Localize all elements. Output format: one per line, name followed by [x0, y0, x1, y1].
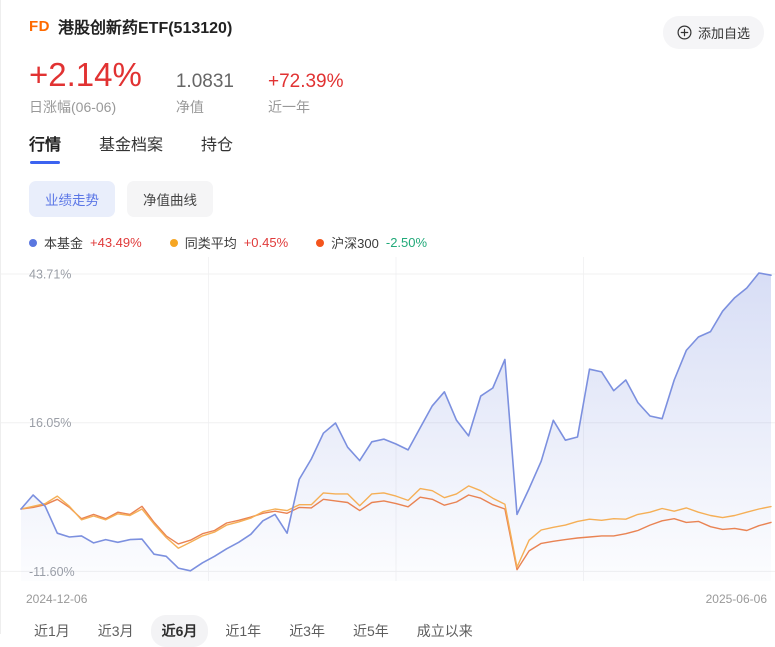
range-selector: 近1月 近3月 近6月 近1年 近3年 近5年 成立以来 [1, 606, 774, 647]
legend-name: 沪深300 [331, 236, 379, 251]
tab-1[interactable]: 基金档案 [99, 137, 164, 154]
chart-toggle-0[interactable]: 业绩走势 [29, 181, 115, 217]
daily-change-value: +2.14% [29, 56, 142, 93]
start-date-label: 2024-12-06 [26, 592, 88, 606]
fd-logo: FD [29, 17, 50, 35]
range-button-2[interactable]: 近6月 [150, 615, 209, 647]
range-button-3[interactable]: 近1年 [225, 623, 262, 639]
nav-label: 净值 [175, 99, 204, 115]
tab-bar: 行情 基金档案 持仓 [1, 117, 774, 164]
legend-value: -2.50% [385, 235, 428, 250]
legend-value: +0.45% [243, 235, 289, 250]
legend-name: 同类平均 [184, 236, 237, 251]
svg-text:16.05%: 16.05% [29, 416, 71, 430]
chart-toggle-1[interactable]: 净值曲线 [127, 181, 213, 217]
stats-row: +2.14% 日涨幅(06-06) 1.0831 净值 +72.39% 近一年 [1, 49, 774, 117]
legend-value: +43.49% [90, 235, 142, 250]
add-watchlist-button[interactable]: 添加自选 [662, 16, 764, 49]
end-date-label: 2025-06-06 [705, 592, 767, 606]
nav-value: 1.0831 [175, 71, 234, 92]
legend-dot-icon [316, 238, 325, 247]
legend-dot-icon [29, 238, 37, 247]
chart-legend: 本基金 +43.49% 同类平均 +0.45% 沪深300 -2.50% [1, 217, 774, 252]
legend-dot-icon [169, 238, 178, 247]
range-button-6[interactable]: 成立以来 [416, 623, 473, 639]
range-button-4[interactable]: 近3年 [289, 623, 325, 639]
svg-text:43.71%: 43.71% [29, 268, 71, 282]
add-watchlist-label: 添加自选 [697, 26, 750, 41]
tab-0[interactable]: 行情 [29, 131, 61, 164]
daily-change-label: 日涨幅(06-06) [29, 99, 117, 115]
stat-nav: 1.0831 净值 [176, 69, 234, 117]
legend-name: 本基金 [44, 236, 84, 251]
chart-toggle-group: 业绩走势 净值曲线 [1, 164, 774, 217]
one-year-label: 近一年 [267, 99, 310, 115]
stat-daily-change: +2.14% 日涨幅(06-06) [29, 55, 142, 117]
legend-item-0: 本基金 +43.49% [29, 233, 142, 252]
fund-detail-page: FD 港股创新药ETF(513120) 添加自选 +2.14% 日涨幅(06-0… [0, 0, 774, 634]
stat-one-year: +72.39% 近一年 [268, 69, 344, 117]
range-button-0[interactable]: 近1月 [34, 623, 70, 639]
range-button-5[interactable]: 近5年 [352, 623, 389, 639]
performance-chart[interactable]: 43.71%16.05%-11.60% [1, 257, 775, 594]
title-wrap: FD 港股创新药ETF(513120) [29, 14, 232, 38]
one-year-value: +72.39% [267, 71, 344, 92]
tab-2[interactable]: 持仓 [201, 137, 234, 154]
range-button-1[interactable]: 近3月 [97, 623, 134, 639]
header: FD 港股创新药ETF(513120) 添加自选 [1, 0, 774, 49]
plus-circle-icon [677, 25, 692, 40]
page-title: 港股创新药ETF(513120) [58, 20, 233, 37]
x-axis-dates: 2024-12-06 2025-06-06 [1, 592, 774, 606]
legend-item-2: 沪深300 -2.50% [316, 233, 427, 252]
legend-item-1: 同类平均 +0.45% [169, 233, 289, 252]
